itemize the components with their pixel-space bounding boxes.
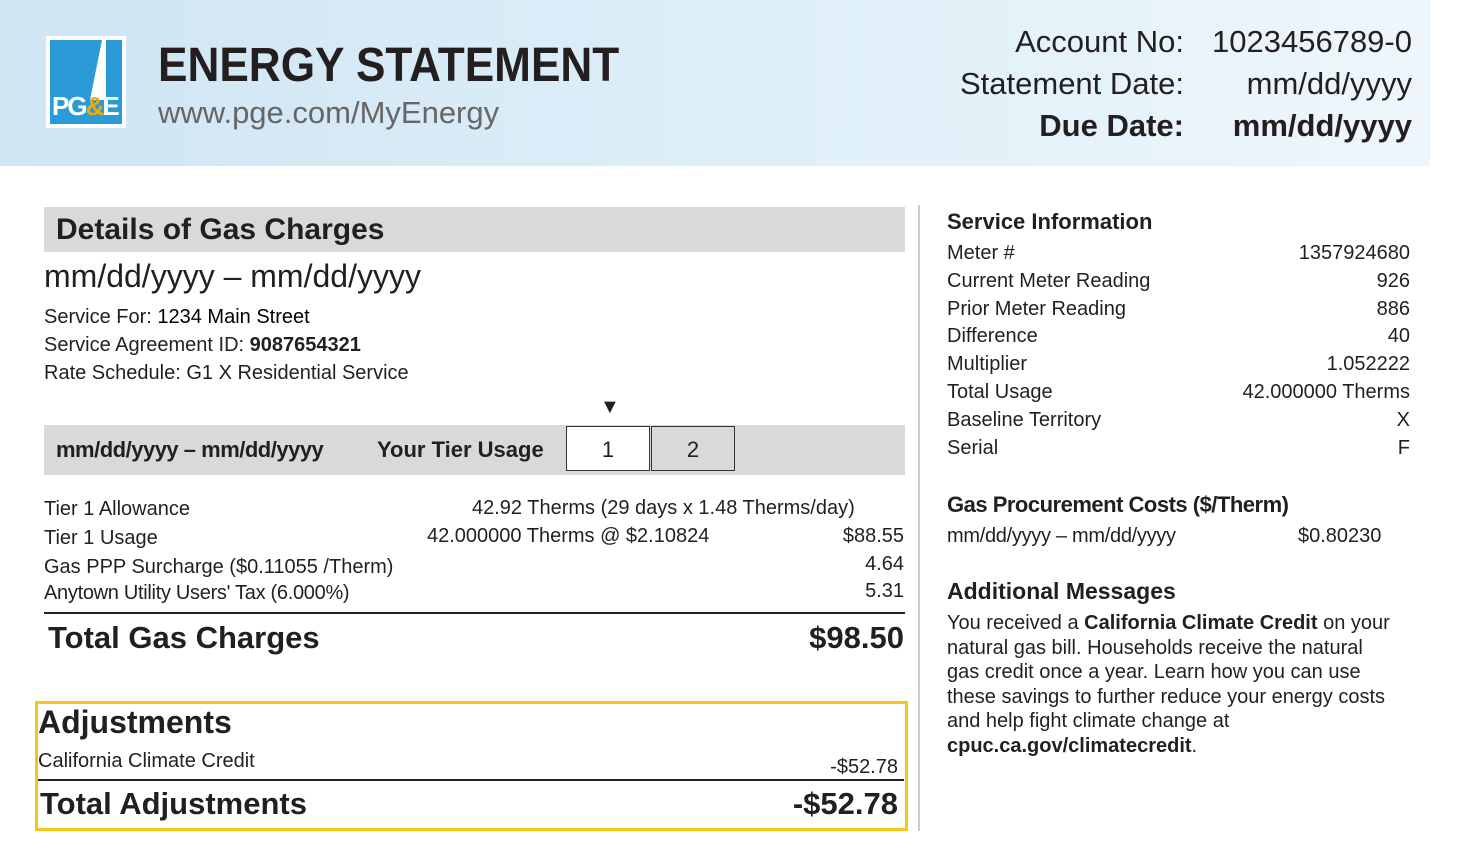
message-text: on your natural gas bill. Households rec…: [947, 612, 1390, 732]
messages-title: Additional Messages: [947, 578, 1176, 604]
service-info-label: Total Usage: [947, 381, 1053, 403]
service-info-label: Multiplier: [947, 353, 1028, 376]
message-text: You received a: [947, 612, 1085, 634]
column-divider: [918, 205, 920, 831]
procurement-rate: $0.80230: [1298, 525, 1382, 547]
total-adjustments: -$52.78: [792, 786, 898, 821]
service-info-value: F: [1397, 436, 1410, 459]
procurement-title: Gas Procurement Costs ($/Therm): [947, 492, 1289, 517]
statement-date: mm/dd/yyyy: [1246, 66, 1412, 101]
service-info-value: 42.000000 Therms: [1242, 381, 1410, 403]
service-for-label: Service For:: [44, 306, 152, 328]
billing-period: mm/dd/yyyy – mm/dd/yyyy: [44, 258, 421, 294]
service-info-value: 926: [1376, 269, 1410, 292]
message-text: .: [1191, 734, 1198, 757]
line-label: Tier 1 Usage: [44, 527, 158, 549]
tier-usage-bar: [44, 425, 905, 475]
line-detail: 42.000000 Therms @ $2.10824: [427, 525, 710, 547]
agreement-label: Service Agreement ID:: [44, 334, 245, 356]
line-detail: 42.92 Therms (29 days x 1.48 Therms/day): [472, 497, 855, 519]
climate-credit-link[interactable]: cpuc.ca.gov/climatecredit: [947, 734, 1192, 757]
line-amount: 5.31: [865, 580, 904, 602]
line-amount: 4.64: [865, 553, 904, 575]
service-info-value: 886: [1376, 297, 1410, 320]
service-info-title: Service Information: [947, 209, 1153, 234]
agreement-id: 9087654321: [249, 334, 361, 356]
adjustment-amount: -$52.78: [830, 756, 898, 778]
service-info-value: X: [1396, 408, 1410, 431]
service-info-label: Meter #: [947, 242, 1015, 264]
message-bold: California Climate Credit: [1084, 612, 1318, 634]
due-date-label: Due Date:: [1039, 108, 1184, 143]
page-title: ENERGY STATEMENT: [158, 39, 620, 92]
service-info-value: 40: [1387, 325, 1410, 348]
service-info-label: Prior Meter Reading: [947, 297, 1126, 320]
rate-schedule: G1 X Residential Service: [186, 362, 409, 384]
website-link[interactable]: www.pge.com/MyEnergy: [158, 95, 500, 130]
service-info-label: Difference: [947, 325, 1038, 348]
header-banner: [0, 0, 1430, 166]
tier-usage-label: Your Tier Usage: [377, 437, 544, 462]
total-gas-charges: $98.50: [809, 620, 904, 655]
line-amount: $88.55: [842, 525, 904, 547]
account-label: Account No:: [1015, 24, 1184, 59]
rate-label: Rate Schedule:: [44, 362, 181, 384]
service-info-value: 1357924680: [1298, 242, 1410, 264]
total-gas-charges-label: Total Gas Charges: [48, 620, 320, 655]
account-number: 1023456789-0: [1212, 24, 1412, 59]
adjustment-item: California Climate Credit: [38, 750, 255, 772]
procurement-period: mm/dd/yyyy – mm/dd/yyyy: [947, 525, 1176, 547]
line-label: Anytown Utility Users' Tax (6.000%): [44, 582, 350, 604]
message-body: You received a California Climate Credit…: [947, 611, 1397, 758]
pge-logo: PG&E: [46, 36, 126, 128]
due-date: mm/dd/yyyy: [1232, 108, 1412, 143]
adjustments-box: [35, 701, 908, 831]
divider: [44, 612, 905, 614]
line-label: Gas PPP Surcharge ($0.11055 /Therm): [44, 556, 394, 578]
divider: [38, 779, 904, 781]
adjustments-title: Adjustments: [38, 704, 232, 740]
tier-2-cell: 2: [651, 426, 735, 471]
section-title-gas-charges: Details of Gas Charges: [44, 207, 905, 252]
service-info-label: Current Meter Reading: [947, 269, 1151, 292]
total-adjustments-label: Total Adjustments: [40, 786, 307, 821]
statement-date-label: Statement Date:: [959, 66, 1184, 101]
tier-1-cell: 1: [566, 426, 650, 471]
tier-indicator-arrow-icon: ▼: [600, 396, 620, 418]
line-label: Tier 1 Allowance: [44, 498, 190, 520]
service-info-label: Baseline Territory: [947, 408, 1102, 431]
service-info-value: 1.052222: [1326, 353, 1410, 376]
tier-period: mm/dd/yyyy – mm/dd/yyyy: [56, 437, 324, 462]
service-address: 1234 Main Street: [157, 306, 310, 328]
service-info-label: Serial: [947, 436, 999, 459]
